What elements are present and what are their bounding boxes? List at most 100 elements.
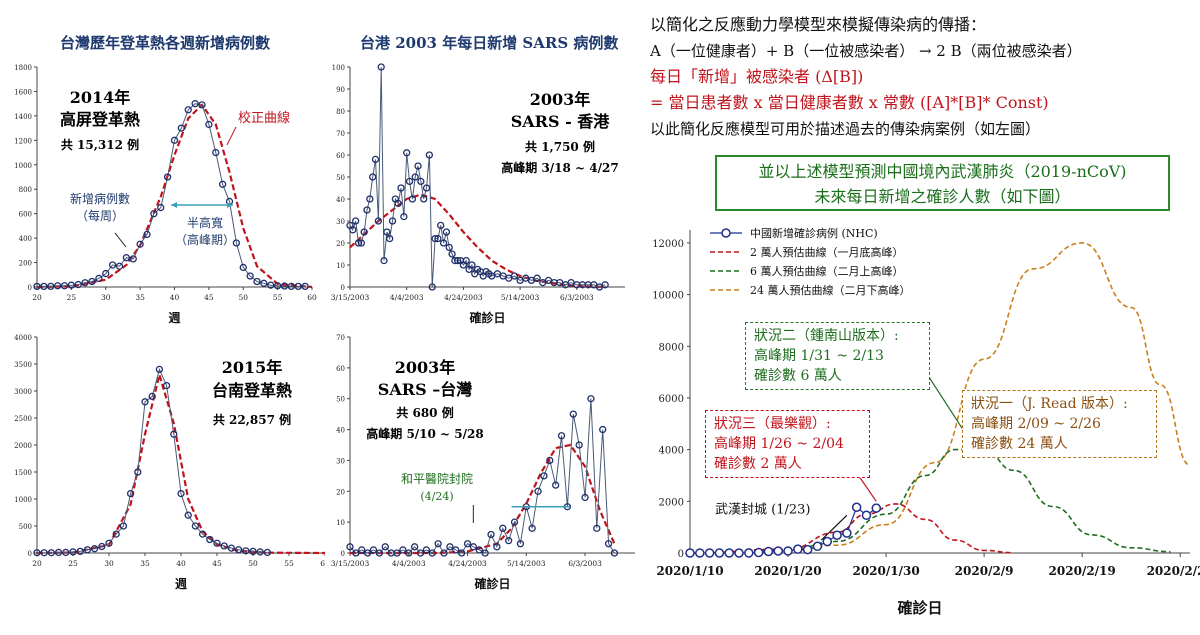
observed-point (220, 542, 228, 550)
observed-point (763, 546, 774, 557)
observed-point (753, 547, 764, 558)
x-tick-label: 30 (101, 293, 111, 302)
desc-line4: = 當日患者數 x 當日健康者數 x 常數 ([A]*[B]* Const) (650, 93, 1049, 112)
observed-point (552, 481, 560, 489)
y-tick-label: 50 (336, 396, 345, 404)
x-tick-label: 45 (212, 559, 222, 568)
panel-label-event: SARS –台灣 (378, 380, 472, 399)
y-tick-label: 200 (19, 260, 32, 268)
x-tick-label: 25 (68, 559, 78, 568)
observed-point (136, 240, 144, 248)
x-tick-label: 2020/2/9 (955, 564, 1014, 578)
observed-point (773, 546, 783, 556)
observed-point (463, 540, 472, 548)
new-cases-annotation: 新增病例數 (70, 191, 130, 206)
y-tick-label: 40 (336, 427, 345, 435)
observed-point (842, 528, 852, 538)
scenario-red-line1: 狀況三（最樂觀）: (714, 416, 831, 432)
observed-point (685, 548, 695, 558)
observed-point (163, 173, 172, 181)
x-tick-label: 2020/2/29 (1147, 564, 1200, 578)
observed-point (714, 548, 725, 558)
observed-point (793, 544, 803, 554)
observed-point (399, 546, 407, 554)
observed-point (593, 524, 601, 532)
observed-point (386, 234, 394, 243)
observed-point (81, 279, 89, 287)
x-axis-label: 確診日 (474, 576, 510, 591)
model-description: 以簡化之反應動力學模型來模擬傳染病的傳播： A（一位健康者）+ B（一位被感染者… (650, 12, 1195, 142)
observed-point (422, 184, 431, 192)
observed-point (414, 162, 422, 170)
observed-point (358, 546, 366, 554)
observed-point (510, 272, 519, 280)
observed-point (213, 539, 221, 547)
observed-point (67, 281, 76, 289)
observed-point (206, 535, 214, 544)
observed-point (40, 282, 48, 291)
y-tick-label: 60 (336, 365, 345, 373)
half-width-annotation: 半高寬 (187, 215, 223, 230)
observed-point (457, 549, 466, 557)
observed-point (493, 543, 501, 551)
x-tick-label: 40 (176, 559, 186, 568)
observed-point (408, 195, 417, 203)
observed-point (369, 173, 377, 181)
y-tick-label: 0 (341, 284, 345, 292)
y-tick-label: 100 (332, 64, 345, 72)
x-tick-label: 20 (32, 559, 42, 568)
x-tick-label: 40 (170, 293, 180, 302)
observed-point (448, 250, 456, 258)
observed-point (475, 546, 483, 554)
y-tick-label: 20 (336, 240, 345, 248)
observed-point (354, 239, 363, 247)
y-tick-label: 60 (336, 152, 345, 160)
observed-point (369, 546, 378, 554)
observed-point (280, 282, 289, 290)
x-tick-label: 35 (140, 559, 150, 568)
x-tick-label: 2020/1/30 (852, 564, 919, 578)
y-tick-label: 10 (336, 519, 345, 527)
x-tick-label: 2020/1/10 (656, 564, 723, 578)
observed-point (802, 544, 813, 555)
desc-line2: A（一位健康者）+ B（一位被感染者） → 2 B（兩位被感染者） (650, 42, 1082, 60)
y-tick-label: 800 (19, 186, 32, 194)
observed-point (134, 468, 142, 476)
observed-point (352, 217, 360, 225)
scenario-red-line3: 確診數 2 萬人 (714, 456, 802, 472)
observed-point (604, 540, 613, 548)
panel-label-total: 共 680 例 (396, 405, 453, 420)
y-tick-label: 1000 (14, 496, 32, 504)
observed-point (734, 548, 744, 558)
observed-point (90, 545, 99, 553)
observed-point (533, 274, 541, 282)
panel-label-event: 台南登革熱 (212, 381, 292, 400)
observed-point (366, 195, 374, 203)
hospital-annotation: 和平醫院封院 (401, 472, 473, 486)
observed-point (420, 195, 428, 203)
observed-point (405, 177, 414, 186)
chart-hk2003: 0 10 20 30 40 50 60 70 80 90 100 3/15/2003 4/4/2003 4… (331, 63, 625, 325)
new-cases-arrow (114, 232, 127, 248)
legend-label: 中國新增確診病例 (NHC) (750, 226, 878, 240)
observed-point (205, 120, 213, 129)
y-tick-label: 1200 (14, 137, 32, 145)
observed-point (212, 148, 220, 157)
observed-line (349, 66, 606, 288)
desc-line5: 以此簡化反應模型可用於描述過去的傳染病案例（如左圖） (650, 120, 1041, 138)
prediction-line2: 未來每日新增之確診人數（如下圖） (814, 187, 1071, 206)
x-tick-label: 4/24/2003 (448, 559, 487, 568)
observed-point (119, 522, 128, 530)
observed-point (157, 203, 165, 212)
observed-point (122, 254, 131, 262)
x-tick-label: 2020/1/20 (754, 564, 821, 578)
x-axis-label: 週 (175, 576, 187, 591)
observed-point (381, 543, 389, 551)
y-tick-label: 500 (19, 523, 32, 531)
observed-point (40, 549, 48, 557)
y-tick-label: 30 (336, 457, 345, 465)
y-tick-label: 30 (336, 218, 345, 226)
y-tick-label: 0 (28, 550, 32, 558)
observed-point (481, 549, 489, 557)
observed-point (249, 547, 257, 556)
